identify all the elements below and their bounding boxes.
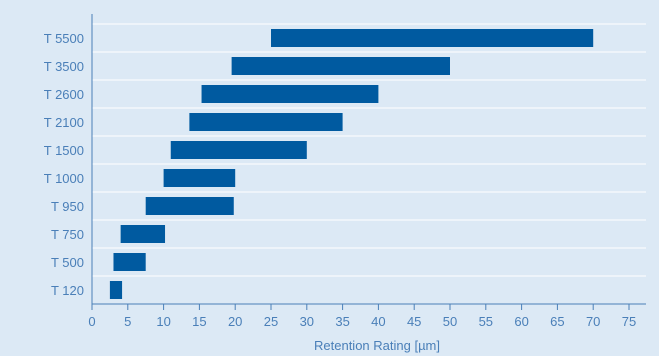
x-axis-title: Retention Rating [µm] [314, 338, 440, 353]
category-label: T 750 [51, 227, 84, 242]
category-label: T 1500 [44, 143, 84, 158]
bar-t-950 [145, 197, 234, 215]
x-tick-label: 50 [443, 314, 457, 329]
category-label: T 2600 [44, 87, 84, 102]
x-tick-label: 35 [335, 314, 349, 329]
category-label: T 3500 [44, 59, 84, 74]
x-tick-label: 60 [514, 314, 528, 329]
x-tick-label: 25 [264, 314, 278, 329]
x-tick-label: 70 [586, 314, 600, 329]
bar-t-2600 [201, 85, 379, 103]
x-tick-label: 65 [550, 314, 564, 329]
bar-t-1000 [163, 169, 236, 187]
x-tick-label: 40 [371, 314, 385, 329]
category-labels: T 5500 T 3500 T 2600 T 2100 T 1500 T 1000 T 95… [44, 31, 84, 298]
x-tick-label: 30 [300, 314, 314, 329]
x-tick-label: 45 [407, 314, 421, 329]
bar-t-2100 [189, 113, 343, 131]
category-label: T 1000 [44, 171, 84, 186]
bar-t-500 [113, 253, 146, 271]
x-tick-label: 10 [156, 314, 170, 329]
category-label: T 950 [51, 199, 84, 214]
category-label: T 5500 [44, 31, 84, 46]
bar-t-120 [109, 281, 123, 299]
bars [109, 29, 594, 299]
x-tick-label: 15 [192, 314, 206, 329]
axes [91, 14, 646, 310]
x-tick-label: 75 [622, 314, 636, 329]
bar-t-5500 [271, 29, 594, 47]
bar-t-3500 [231, 57, 450, 75]
category-label: T 2100 [44, 115, 84, 130]
x-tick-label: 0 [88, 314, 95, 329]
x-tick-label: 5 [124, 314, 131, 329]
category-label: T 500 [51, 255, 84, 270]
bar-t-750 [120, 225, 166, 243]
x-tick-labels: 0 5 10 15 20 25 30 35 40 45 50 55 60 65 70 75 [88, 314, 636, 329]
x-tick-label: 55 [479, 314, 493, 329]
category-label: T 120 [51, 283, 84, 298]
x-tick-label: 20 [228, 314, 242, 329]
bar-t-1500 [170, 141, 307, 159]
